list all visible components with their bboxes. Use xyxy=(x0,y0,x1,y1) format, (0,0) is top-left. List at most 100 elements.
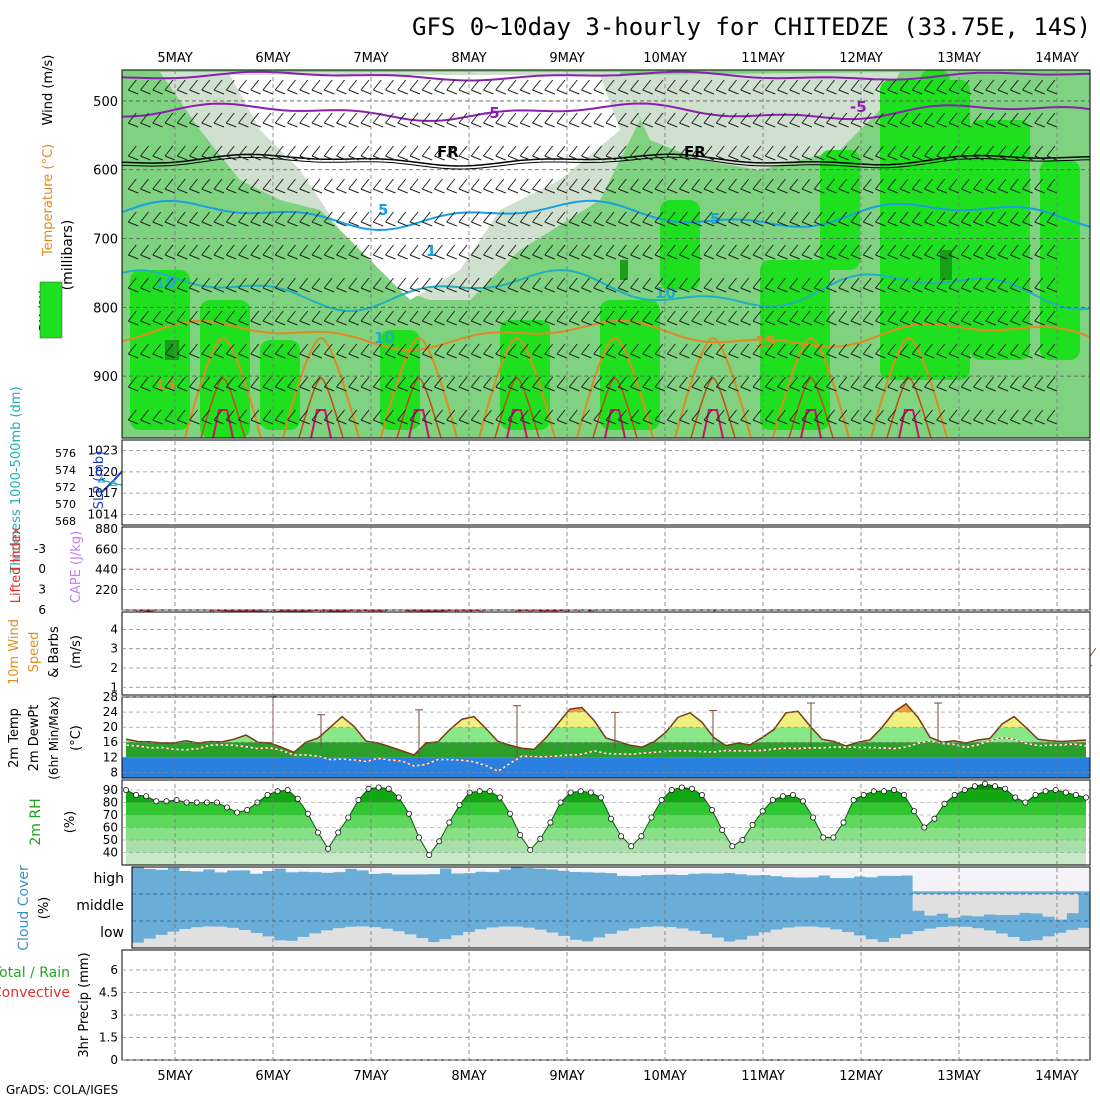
upper-wind-barb xyxy=(434,310,445,326)
precip-frame xyxy=(121,949,1091,1061)
cloud-low-clear xyxy=(782,927,795,948)
cloud-low-clear xyxy=(983,930,996,948)
upper-wind-barb xyxy=(458,409,470,425)
upper-wind-barb xyxy=(127,112,139,128)
upper-wind-barb xyxy=(409,145,421,161)
upper-wind-barb xyxy=(703,145,715,161)
cloud-high-clear xyxy=(699,867,713,874)
upper-wind-barb xyxy=(813,409,825,425)
rh-point xyxy=(385,785,392,792)
upper-wind-barb xyxy=(617,112,629,128)
day-label-bottom: 7MAY xyxy=(353,1069,388,1084)
upper-wind-barb xyxy=(434,343,445,359)
rh-point xyxy=(587,789,594,796)
upper-wind-barb xyxy=(348,79,359,95)
upper-wind-barb xyxy=(483,343,494,359)
upper-wind-barb xyxy=(764,409,776,425)
cloud-low-clear xyxy=(545,932,559,948)
upper-wind-barb xyxy=(605,145,617,161)
upper-wind-barb xyxy=(862,145,874,161)
upper-wind-barb xyxy=(189,376,200,392)
upper-wind-barb xyxy=(1009,409,1021,425)
upper-wind-barb xyxy=(654,178,666,194)
upper-wind-barb xyxy=(813,343,825,359)
upper-wind-barb xyxy=(691,211,702,227)
upper-wind-barb xyxy=(201,277,212,293)
upper-wind-barb xyxy=(1034,178,1045,194)
upper-wind-barb xyxy=(470,343,482,359)
cloud-high-clear xyxy=(534,867,547,869)
rh-moist-region xyxy=(920,70,950,370)
thickness-tick-label: 574 xyxy=(55,464,76,477)
upper-wind-barb xyxy=(838,79,849,95)
upper-wind-barb xyxy=(777,112,788,128)
thickness-point xyxy=(109,479,118,486)
upper-wind-barb xyxy=(752,211,764,227)
upper-wind-barb xyxy=(213,343,225,359)
cloud-high-clear xyxy=(474,867,488,872)
upper-wind-barb xyxy=(752,112,764,128)
cloud-low-clear xyxy=(202,926,216,948)
upper-wind-barb xyxy=(1046,310,1058,326)
upper-wind-barb xyxy=(679,277,690,293)
upper-wind-barb xyxy=(274,343,286,359)
upper-wind-barb xyxy=(911,409,923,425)
upper-air-frame xyxy=(121,69,1091,439)
upper-wind-barb xyxy=(299,376,310,392)
rh-point xyxy=(133,792,140,798)
upper-wind-barb xyxy=(446,244,457,260)
upper-wind-barb xyxy=(887,178,898,194)
upper-wind-barb xyxy=(666,79,678,95)
rh-point xyxy=(244,807,251,813)
temperature-axis-label: Temperature (°C) xyxy=(41,144,56,257)
li-tick-label: 3 xyxy=(38,583,46,597)
upper-wind-barb xyxy=(348,145,359,161)
upper-wind-barb xyxy=(458,178,470,194)
upper-wind-barb xyxy=(899,310,911,326)
upper-wind-barb xyxy=(238,178,249,194)
upper-wind-barb xyxy=(446,145,457,161)
upper-wind-barb xyxy=(519,244,531,260)
upper-wind-barb xyxy=(176,310,188,326)
upper-wind-barb xyxy=(360,112,372,128)
upper-wind-barb xyxy=(201,178,212,194)
rh-point xyxy=(628,843,635,850)
temp-contour-15 xyxy=(282,336,360,439)
upper-wind-barb xyxy=(519,277,531,293)
upper-wind-barb xyxy=(385,79,396,95)
thickness-tick-label: 570 xyxy=(55,498,76,511)
upper-wind-barb xyxy=(164,211,176,227)
upper-wind-barb xyxy=(336,244,347,260)
upper-wind-barb xyxy=(397,244,408,260)
upper-wind-barb xyxy=(679,178,690,194)
rh-point xyxy=(789,792,796,798)
upper-wind-barb xyxy=(617,409,629,425)
upper-wind-barb xyxy=(336,79,347,95)
upper-wind-barb xyxy=(213,376,225,392)
cloud-low-clear xyxy=(747,935,760,948)
rh-point xyxy=(618,833,625,840)
cloud-high-clear xyxy=(853,867,866,877)
upper-wind-barb xyxy=(801,376,813,392)
upper-wind-barb xyxy=(532,376,543,392)
upper-wind-barb xyxy=(164,310,176,326)
upper-wind-barb xyxy=(826,145,837,161)
upper-wind-barb xyxy=(483,277,494,293)
cloud-low-clear xyxy=(522,927,535,948)
upper-wind-barb xyxy=(789,79,800,95)
cloud-low-clear xyxy=(664,926,677,948)
rh-very-dry-region xyxy=(230,75,620,300)
rh2m-axis-label: 2m RH xyxy=(28,798,44,845)
upper-wind-barb xyxy=(715,409,727,425)
upper-wind-barb xyxy=(654,277,666,293)
upper-wind-barb xyxy=(948,79,960,95)
cloud-low-clear xyxy=(723,941,736,948)
upper-wind-barb xyxy=(777,145,788,161)
upper-wind-barb xyxy=(421,145,433,161)
cloud-low-clear xyxy=(900,934,914,948)
upper-wind-barb xyxy=(728,310,739,326)
upper-wind-barb xyxy=(666,310,678,326)
rh-point xyxy=(446,819,453,826)
rh-point xyxy=(395,794,402,801)
upper-wind-barb xyxy=(262,211,274,227)
